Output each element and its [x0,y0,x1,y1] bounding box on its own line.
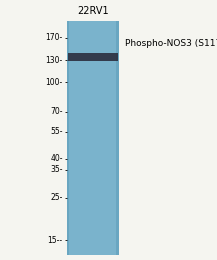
Text: 35-: 35- [50,165,63,174]
Bar [67,21,69,255]
Bar [68,53,118,61]
Text: 70-: 70- [50,107,63,116]
Text: 40-: 40- [50,154,63,163]
Text: 130-: 130- [45,56,63,65]
Text: 15--: 15-- [48,236,63,245]
Text: Phospho-NOS3 (S1176): Phospho-NOS3 (S1176) [125,39,217,48]
Text: 55-: 55- [50,127,63,136]
Bar [67,21,119,255]
Text: 100-: 100- [45,78,63,87]
Text: 170-: 170- [45,34,63,42]
Bar [116,21,119,255]
Text: 22RV1: 22RV1 [77,6,109,16]
Text: 25-: 25- [50,193,63,202]
